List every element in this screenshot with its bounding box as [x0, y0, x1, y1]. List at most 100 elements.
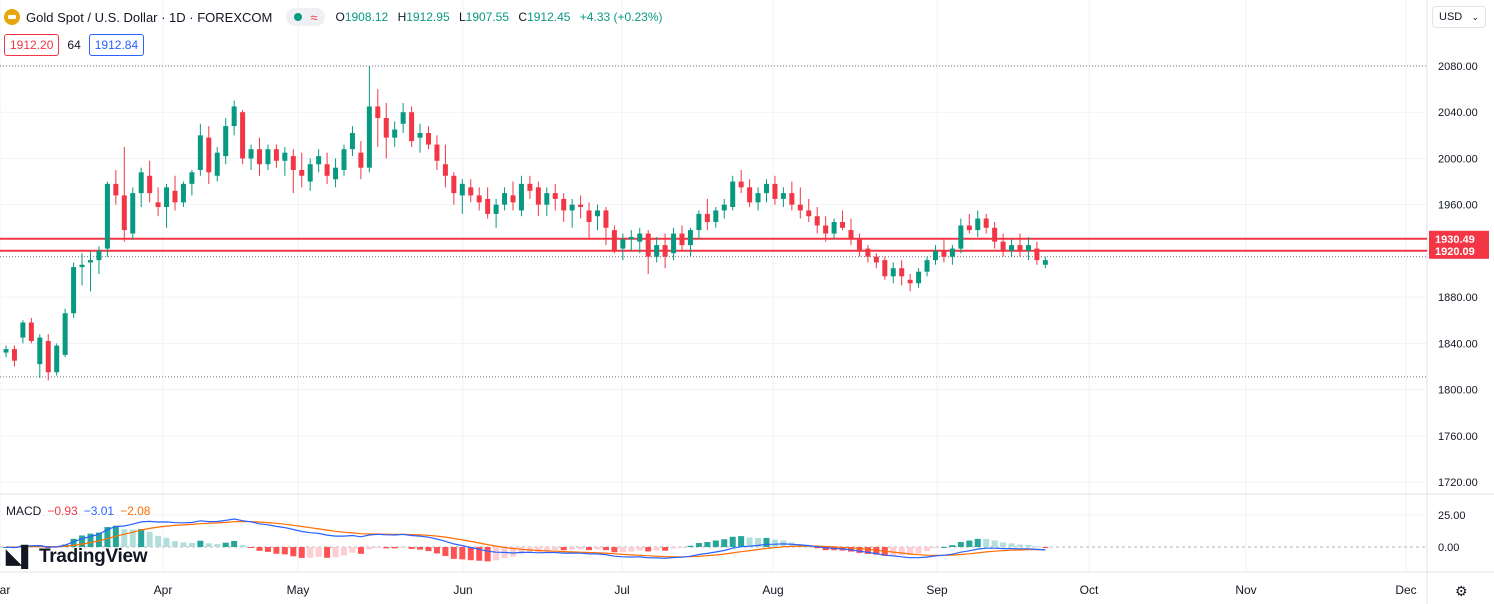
buy-button[interactable]: 1912.84	[88, 34, 145, 56]
candle-body	[307, 164, 313, 182]
symbol-title[interactable]: Gold Spot / U.S. Dollar · 1D · FOREXCOM	[26, 9, 273, 25]
candle-body	[586, 210, 592, 222]
macd-hist-value: −0.93	[47, 504, 78, 518]
candle-body	[882, 260, 888, 277]
macd-histogram-bar	[400, 547, 407, 548]
candle-body	[958, 225, 964, 249]
macd-histogram-bar	[180, 542, 187, 547]
candle-body	[611, 230, 617, 251]
candle-body	[299, 170, 305, 176]
candle-body	[442, 164, 448, 176]
candle-body	[671, 233, 677, 254]
candle-body	[273, 149, 279, 161]
candle-body	[189, 172, 195, 184]
gear-icon[interactable]: ⚙	[1455, 583, 1468, 599]
candle-body	[595, 210, 600, 217]
indicator-pill[interactable]: ≈	[286, 8, 326, 26]
candle-body	[11, 349, 17, 361]
candle-body	[890, 268, 896, 277]
macd-legend: MACD −0.93 −3.01 −2.08	[6, 504, 150, 518]
macd-histogram-bar	[366, 547, 373, 550]
candle-body	[366, 106, 372, 168]
macd-histogram-bar	[687, 545, 694, 547]
price-tick-label: 2040.00	[1438, 107, 1478, 119]
candle-body	[459, 183, 465, 196]
macd-histogram-bar	[1017, 544, 1023, 547]
macd-histogram-bar	[1033, 546, 1040, 548]
level-price-tag	[1429, 230, 1489, 247]
candle-body	[147, 175, 153, 194]
close-label: C	[518, 10, 528, 24]
candle-body	[966, 225, 972, 231]
time-tick-label: Sep	[926, 583, 948, 597]
candle-body	[637, 233, 643, 242]
change-value: +4.33 (+0.23%)	[579, 10, 663, 24]
candle-body	[409, 112, 415, 142]
candle-body	[3, 349, 9, 353]
candle-body	[231, 106, 237, 127]
candle-body	[400, 112, 406, 124]
macd-histogram-bar	[155, 535, 162, 547]
candle-body	[941, 250, 947, 257]
high-value: 1912.95	[406, 10, 450, 24]
macd-histogram-bar	[805, 546, 812, 548]
macd-histogram-bar	[467, 547, 474, 561]
candle-body	[206, 137, 212, 173]
candle-body	[933, 250, 938, 261]
candle-body	[856, 239, 862, 251]
candle-body	[316, 156, 322, 165]
candle-body	[476, 195, 482, 203]
gold-symbol-icon	[4, 9, 20, 25]
macd-histogram-bar	[577, 547, 584, 550]
macd-label[interactable]: MACD	[6, 504, 42, 518]
candle-body	[527, 183, 533, 191]
candle-body	[485, 198, 491, 214]
macd-histogram-bar	[425, 547, 432, 552]
price-tick-label: 1800.00	[1438, 385, 1478, 397]
candle-body	[687, 230, 693, 246]
candle-body	[104, 183, 110, 249]
candle-body	[704, 213, 710, 222]
candle-body	[62, 313, 68, 355]
candle-body	[569, 204, 575, 211]
macd-histogram-bar	[991, 540, 998, 547]
level-price-tag	[1429, 242, 1489, 259]
macd-histogram-bar	[814, 547, 821, 549]
candle-body	[1025, 245, 1031, 251]
macd-histogram-bar	[79, 535, 86, 547]
macd-histogram-bar	[924, 547, 931, 552]
time-tick-label: Aug	[762, 583, 783, 597]
macd-histogram-bar	[949, 545, 956, 547]
price-tick-label: 1840.00	[1438, 338, 1478, 350]
macd-histogram-bar	[848, 547, 854, 552]
trade-panel: 1912.20 64 1912.84	[4, 34, 145, 56]
status-dot-icon	[294, 13, 303, 21]
price-tick-label: 1760.00	[1438, 431, 1478, 443]
candle-body	[561, 198, 567, 211]
macd-histogram-bar	[493, 547, 500, 561]
macd-histogram-bar	[771, 539, 778, 547]
macd-histogram-bar	[695, 543, 702, 547]
tradingview-logo[interactable]: ◣▌ TradingView	[6, 544, 148, 569]
price-tick-label: 1960.00	[1438, 200, 1478, 212]
time-tick-label: Nov	[1235, 583, 1256, 597]
macd-histogram-bar	[543, 547, 550, 551]
candle-body	[662, 245, 668, 257]
level-price-label: 1920.09	[1435, 246, 1475, 258]
time-tick-label: Mar	[0, 583, 10, 597]
macd-histogram-bar	[1008, 543, 1015, 547]
macd-histogram-bar	[1042, 547, 1049, 548]
candle-body	[214, 152, 220, 176]
currency-selector[interactable]: USD ⌄	[1432, 6, 1486, 28]
macd-histogram-bar	[374, 547, 381, 548]
candle-body	[468, 187, 474, 196]
macd-histogram-bar	[459, 547, 466, 560]
candle-body	[121, 195, 127, 231]
candle-body	[797, 204, 803, 211]
macd-histogram-bar	[341, 547, 347, 556]
sell-button[interactable]: 1912.20	[4, 34, 60, 56]
macd-histogram-bar	[290, 547, 297, 557]
macd-histogram-bar	[281, 547, 288, 555]
candle-body	[333, 167, 339, 180]
